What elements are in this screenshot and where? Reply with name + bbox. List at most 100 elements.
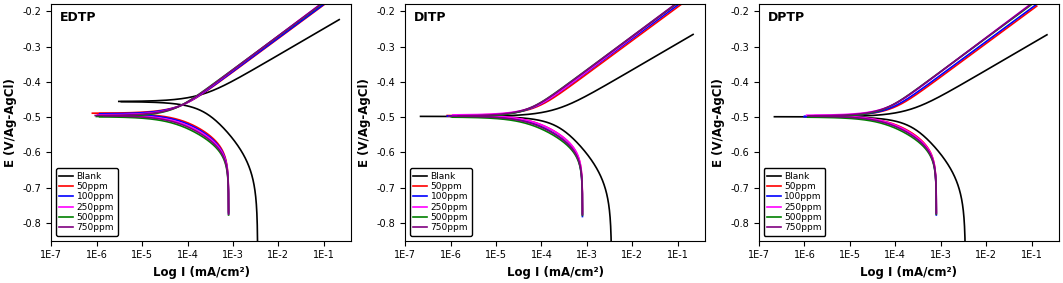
- Blank: [279, 50, 291, 53]
- 750ppm: [244, 55, 257, 58]
- 750ppm: [956, 54, 968, 57]
- 100ppm: [798, 115, 811, 118]
- Line: 50ppm: 50ppm: [92, 3, 325, 113]
- 750ppm: [306, 8, 319, 12]
- Line: 750ppm: 750ppm: [96, 0, 327, 115]
- 500ppm: [972, 42, 984, 46]
- 50ppm: [1030, 5, 1043, 8]
- 250ppm: [274, 32, 287, 36]
- 100ppm: [514, 110, 527, 113]
- Blank: [655, 52, 668, 55]
- 500ppm: [1030, 0, 1043, 3]
- 250ppm: [918, 82, 931, 86]
- 100ppm: [94, 112, 106, 115]
- Blank: [1041, 33, 1053, 37]
- 750ppm: [954, 55, 966, 59]
- 750ppm: [914, 85, 927, 89]
- 100ppm: [926, 80, 939, 83]
- 50ppm: [653, 19, 665, 23]
- Line: 750ppm: 750ppm: [458, 0, 682, 116]
- 250ppm: [596, 58, 609, 61]
- 500ppm: [911, 87, 924, 91]
- Line: 750ppm: 750ppm: [808, 0, 1036, 116]
- Blank: [906, 107, 918, 110]
- 100ppm: [153, 109, 166, 113]
- Blank: [576, 96, 589, 99]
- 250ppm: [937, 68, 949, 72]
- Line: Blank: Blank: [119, 20, 339, 101]
- Line: 500ppm: 500ppm: [808, 1, 1036, 117]
- Blank: [629, 66, 642, 69]
- Blank: [113, 100, 125, 103]
- Line: 50ppm: 50ppm: [814, 6, 1036, 116]
- 100ppm: [479, 113, 492, 117]
- Text: EDTP: EDTP: [61, 11, 97, 24]
- 50ppm: [584, 70, 596, 74]
- 250ppm: [867, 110, 880, 113]
- 500ppm: [303, 12, 316, 15]
- 750ppm: [1030, 0, 1043, 2]
- Text: DITP: DITP: [415, 11, 446, 24]
- 100ppm: [1015, 14, 1028, 17]
- X-axis label: Log I (mA/cm²): Log I (mA/cm²): [860, 266, 958, 279]
- 500ppm: [836, 114, 848, 118]
- 500ppm: [544, 94, 557, 98]
- 100ppm: [231, 67, 243, 70]
- Line: 250ppm: 250ppm: [453, 0, 685, 115]
- Blank: [301, 37, 314, 40]
- X-axis label: Log I (mA/cm²): Log I (mA/cm²): [153, 266, 250, 279]
- 50ppm: [597, 60, 610, 63]
- 100ppm: [557, 88, 570, 91]
- Blank: [930, 97, 943, 100]
- 750ppm: [288, 22, 301, 25]
- 750ppm: [598, 55, 611, 58]
- X-axis label: Log I (mA/cm²): Log I (mA/cm²): [507, 266, 604, 279]
- 750ppm: [89, 114, 102, 117]
- 50ppm: [319, 2, 332, 5]
- 100ppm: [545, 96, 558, 99]
- 50ppm: [504, 112, 517, 115]
- Text: DPTP: DPTP: [769, 11, 805, 24]
- 50ppm: [206, 85, 219, 88]
- Line: 500ppm: 500ppm: [97, 1, 325, 117]
- 500ppm: [445, 115, 458, 119]
- Blank: [632, 64, 645, 68]
- 250ppm: [950, 58, 963, 61]
- 750ppm: [452, 114, 465, 117]
- 100ppm: [286, 26, 299, 29]
- Blank: [649, 54, 662, 58]
- Line: 500ppm: 500ppm: [452, 0, 681, 117]
- Line: 250ppm: 250ppm: [807, 0, 1039, 115]
- 750ppm: [558, 85, 571, 88]
- 100ppm: [441, 114, 454, 118]
- 100ppm: [893, 102, 906, 106]
- Blank: [275, 51, 288, 55]
- 50ppm: [957, 59, 969, 62]
- 50ppm: [940, 71, 952, 75]
- 250ppm: [201, 88, 214, 91]
- 750ppm: [601, 53, 613, 57]
- Blank: [198, 92, 210, 95]
- 50ppm: [675, 3, 688, 6]
- Blank: [986, 65, 999, 68]
- 50ppm: [644, 25, 657, 28]
- 50ppm: [202, 88, 215, 91]
- Line: 100ppm: 100ppm: [805, 4, 1036, 116]
- 50ppm: [1019, 13, 1032, 16]
- 100ppm: [184, 100, 197, 103]
- Blank: [1003, 55, 1016, 58]
- 250ppm: [226, 68, 239, 72]
- 500ppm: [198, 89, 210, 92]
- 750ppm: [321, 0, 334, 1]
- 50ppm: [1020, 12, 1033, 15]
- 250ppm: [220, 73, 233, 77]
- 50ppm: [446, 113, 459, 117]
- 500ppm: [169, 106, 182, 110]
- 500ppm: [306, 9, 319, 13]
- Legend: Blank, 50ppm, 100ppm, 250ppm, 500ppm, 750ppm: Blank, 50ppm, 100ppm, 250ppm, 500ppm, 75…: [56, 168, 118, 236]
- Line: 100ppm: 100ppm: [100, 3, 325, 114]
- Line: 100ppm: 100ppm: [448, 2, 681, 116]
- 100ppm: [672, 3, 685, 6]
- 500ppm: [535, 101, 547, 104]
- 750ppm: [885, 104, 898, 107]
